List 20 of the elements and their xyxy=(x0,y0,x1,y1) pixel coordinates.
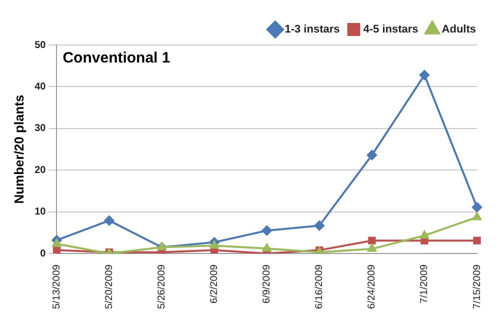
x-tick-label: 6/16/2009 xyxy=(314,264,326,310)
y-tick-label: 20 xyxy=(34,164,46,176)
x-tick-label: 7/1/2009 xyxy=(419,264,430,304)
x-tick-label: 7/15/2009 xyxy=(472,264,483,310)
y-tick-label: 30 xyxy=(34,123,46,134)
chart-title: Conventional 1 xyxy=(62,50,170,67)
x-tick-label: 5/13/2009 xyxy=(51,264,62,310)
y-tick-label: 50 xyxy=(34,40,46,51)
y-tick-label: 40 xyxy=(34,81,46,92)
y-tick-label: 0 xyxy=(40,248,46,260)
x-tick-label: 6/9/2009 xyxy=(262,264,273,304)
y-axis-title: Number/20 plants xyxy=(11,94,26,204)
x-tick-label: 6/2/2009 xyxy=(209,264,220,304)
x-tick-label: 6/24/2009 xyxy=(366,264,378,310)
legend-label: 1-3 instars xyxy=(284,24,340,36)
legend-label: 4-5 instars xyxy=(363,24,418,36)
y-tick-label: 10 xyxy=(34,206,46,218)
x-tick-label: 5/26/2009 xyxy=(156,264,168,310)
x-tick-label: 5/20/2009 xyxy=(104,264,116,310)
legend-label: Adults xyxy=(442,24,476,36)
